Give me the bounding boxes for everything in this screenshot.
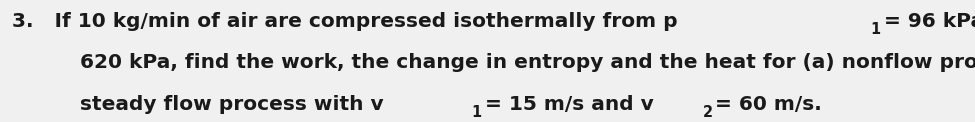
Text: 2: 2 — [703, 105, 713, 120]
Text: 620 kPa, find the work, the change in entropy and the heat for (a) nonflow proce: 620 kPa, find the work, the change in en… — [80, 53, 975, 72]
Text: = 96 kPa and V: = 96 kPa and V — [883, 12, 975, 31]
Text: 1: 1 — [871, 22, 880, 37]
Text: = 15 m/s and v: = 15 m/s and v — [485, 95, 653, 114]
Text: 1: 1 — [472, 105, 482, 120]
Text: 3.   If 10 kg/min of air are compressed isothermally from p: 3. If 10 kg/min of air are compressed is… — [12, 12, 678, 31]
Text: = 60 m/s.: = 60 m/s. — [716, 95, 822, 114]
Text: steady flow process with v: steady flow process with v — [80, 95, 383, 114]
